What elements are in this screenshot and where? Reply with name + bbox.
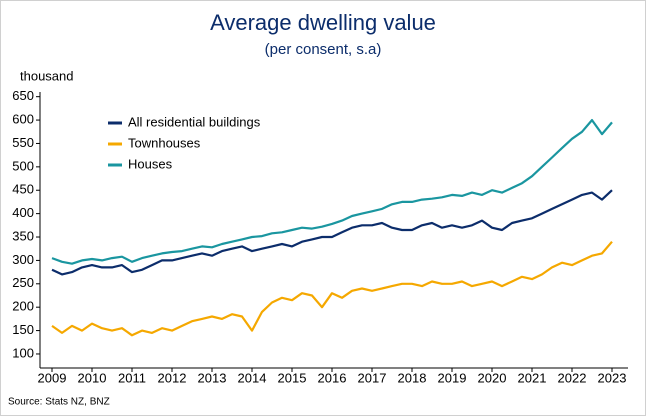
legend-label: All residential buildings	[128, 114, 261, 129]
x-tick-label: 2009	[38, 370, 67, 385]
y-tick-label: 250	[12, 275, 34, 290]
y-tick-label: 400	[12, 205, 34, 220]
y-tick-label: 600	[12, 112, 34, 127]
y-tick-label: 500	[12, 158, 34, 173]
series-line	[51, 189, 613, 276]
x-tick-label: 2022	[558, 370, 587, 385]
y-tick-label: 200	[12, 299, 34, 314]
y-tick-label: 650	[12, 88, 34, 103]
y-tick-label: 100	[12, 345, 34, 360]
y-tick-label: 550	[12, 135, 34, 150]
chart-title: Average dwelling value	[210, 10, 436, 35]
legend-label: Houses	[128, 156, 173, 171]
chart-subtitle: (per consent, s.a)	[265, 41, 382, 58]
y-tick-label: 300	[12, 252, 34, 267]
x-tick-label: 2016	[318, 370, 347, 385]
x-tick-label: 2010	[78, 370, 107, 385]
x-tick-label: 2014	[238, 370, 267, 385]
series-line	[51, 240, 613, 337]
x-tick-label: 2012	[158, 370, 187, 385]
y-tick-label: 150	[12, 322, 34, 337]
y-tick-label: 450	[12, 182, 34, 197]
legend-label: Townhouses	[128, 135, 201, 150]
x-tick-label: 2013	[198, 370, 227, 385]
x-tick-label: 2018	[398, 370, 427, 385]
x-tick-label: 2015	[278, 370, 307, 385]
x-tick-label: 2019	[438, 370, 467, 385]
x-tick-label: 2011	[118, 370, 146, 385]
x-tick-label: 2020	[478, 370, 507, 385]
x-tick-label: 2021	[518, 370, 547, 385]
series-line	[51, 119, 613, 265]
y-tick-label: 350	[12, 228, 34, 243]
y-axis-label: thousand	[20, 68, 74, 83]
x-tick-label: 2023	[598, 370, 627, 385]
source: Source: Stats NZ, BNZ	[8, 397, 110, 408]
x-tick-label: 2017	[358, 370, 387, 385]
